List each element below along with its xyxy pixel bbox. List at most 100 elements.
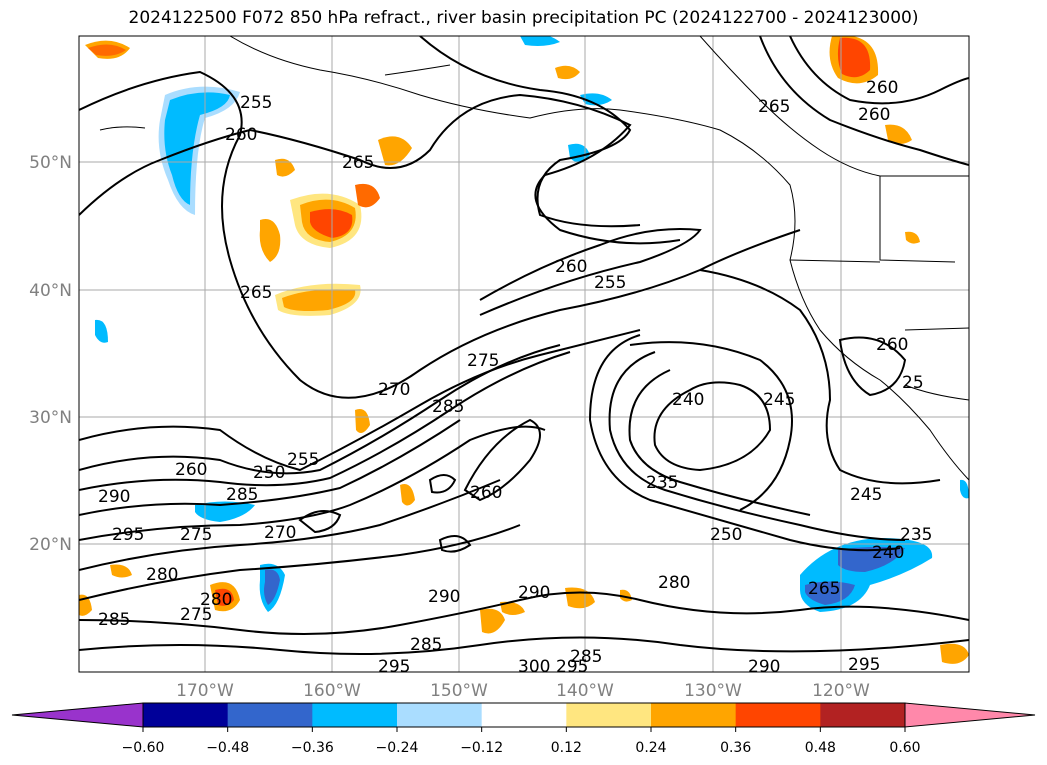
contour-label: 290: [748, 657, 780, 677]
contour-label: 265: [758, 97, 790, 117]
precipitation-shading: [79, 36, 969, 664]
contour-line: [629, 341, 793, 511]
contour-label: 260: [876, 335, 908, 355]
colorbar-tick-label: 0.48: [805, 740, 836, 756]
contour-label: 235: [646, 473, 678, 493]
shade-patch-positive: [110, 564, 132, 578]
contour-line: [588, 334, 901, 552]
colorbar-tick-label: −0.12: [460, 740, 503, 756]
colorbar-extend-low: [11, 702, 144, 728]
refractivity-contours: [79, 36, 969, 655]
colorbar-segment: [312, 703, 398, 727]
lon-label-150w: 150°W: [430, 681, 488, 701]
colorbar-tick-label: 0.36: [720, 740, 751, 756]
coastlines: [99, 36, 969, 481]
shade-patch-positive: [885, 124, 912, 144]
contour-label: 270: [378, 380, 410, 400]
shade-patch-positive: [310, 209, 353, 238]
colorbar-tick-label: 0.12: [551, 740, 582, 756]
shade-patch-positive: [378, 136, 412, 166]
contour-label: 260: [470, 483, 502, 503]
contour-label: 260: [866, 78, 898, 98]
shade-patch-positive: [905, 231, 920, 244]
contour-label: 250: [253, 463, 285, 483]
contour-label: 275: [180, 605, 212, 625]
colorbar-tick-label: −0.24: [376, 740, 419, 756]
contour-line: [759, 36, 969, 166]
colorbar-segment: [566, 703, 652, 727]
contour-label: 285: [98, 610, 130, 630]
contour-line: [298, 510, 342, 534]
contour-label: 255: [240, 93, 272, 113]
shade-patch-positive: [282, 289, 356, 311]
contour-label: 295: [848, 655, 880, 675]
shade-patch-positive: [400, 484, 415, 506]
contour-line: [653, 381, 772, 472]
contour-label: 240: [872, 543, 904, 563]
contour-line: [699, 269, 941, 485]
contour-label: 245: [850, 485, 882, 505]
lon-label-160w: 160°W: [303, 681, 361, 701]
contour-label: 275: [180, 525, 212, 545]
shade-patch-positive: [480, 608, 505, 634]
contour-label: 255: [287, 450, 319, 470]
contour-label: 295: [112, 525, 144, 545]
contour-label: 280: [658, 573, 690, 593]
colorbar-segment: [143, 703, 229, 727]
contour-line: [608, 351, 906, 541]
contour-label: 285: [570, 647, 602, 667]
contour-label: 265: [240, 283, 272, 303]
colorbar-extend-high: [904, 702, 1036, 728]
colorbar-segment: [481, 703, 567, 727]
lon-label-170w: 170°W: [176, 681, 234, 701]
contour-labels: 255 260 265 260 265 255 260 265 270 275 …: [98, 78, 932, 677]
shade-patch-positive: [620, 589, 632, 602]
contour-label: 245: [763, 390, 795, 410]
contour-line: [79, 70, 801, 399]
contour-line: [79, 419, 461, 516]
shade-patch-negative: [264, 569, 280, 605]
colorbar: −0.60 −0.48 −0.36 −0.24 −0.12 0.12 0.24 0.36 0.4…: [11, 702, 1036, 756]
shade-patch-negative: [960, 479, 969, 499]
shade-patch-positive: [555, 65, 580, 80]
shade-patch-positive: [940, 643, 969, 664]
contour-label: 240: [672, 390, 704, 410]
shade-patch-negative: [95, 319, 108, 343]
contour-label: 270: [264, 523, 296, 543]
colorbar-tick-label: −0.48: [206, 740, 249, 756]
contour-line: [79, 479, 501, 571]
contour-label: 285: [410, 635, 442, 655]
contour-label: 265: [342, 153, 374, 173]
shade-patch-positive: [500, 601, 525, 615]
shade-patch-positive: [88, 44, 126, 56]
colorbar-tick-label: 0.60: [889, 740, 920, 756]
colorbar-ticks: −0.60 −0.48 −0.36 −0.24 −0.12 0.12 0.24 0.36 0.4…: [122, 727, 921, 756]
contour-label: 265: [808, 579, 840, 599]
lon-label-140w: 140°W: [556, 681, 614, 701]
lat-label-20n: 20°N: [29, 535, 72, 555]
graticule: [79, 36, 969, 672]
contour-line: [79, 351, 571, 491]
contour-label: 290: [98, 487, 130, 507]
contour-label: 260: [555, 257, 587, 277]
contour-label: 290: [518, 583, 550, 603]
contour-label: 260: [858, 105, 890, 125]
contour-line: [79, 344, 561, 475]
contour-label: 260: [225, 125, 257, 145]
shade-patch-positive: [355, 183, 380, 208]
contour-line: [79, 329, 641, 472]
shade-patch-negative: [195, 501, 255, 522]
contour-line: [438, 535, 472, 553]
contour-label: 250: [710, 525, 742, 545]
contour-label: 235: [900, 525, 932, 545]
map-area: 255 260 265 260 265 255 260 265 270 275 …: [78, 35, 970, 677]
contour-line: [628, 369, 811, 516]
contour-line: [479, 228, 702, 316]
shade-patch-negative: [580, 93, 612, 106]
contour-label: 255: [594, 273, 626, 293]
contour-line: [838, 336, 907, 397]
colorbar-tick-label: 0.24: [635, 740, 666, 756]
lat-label-50n: 50°N: [29, 153, 72, 173]
contour-line: [428, 474, 457, 494]
contour-line: [79, 524, 521, 601]
